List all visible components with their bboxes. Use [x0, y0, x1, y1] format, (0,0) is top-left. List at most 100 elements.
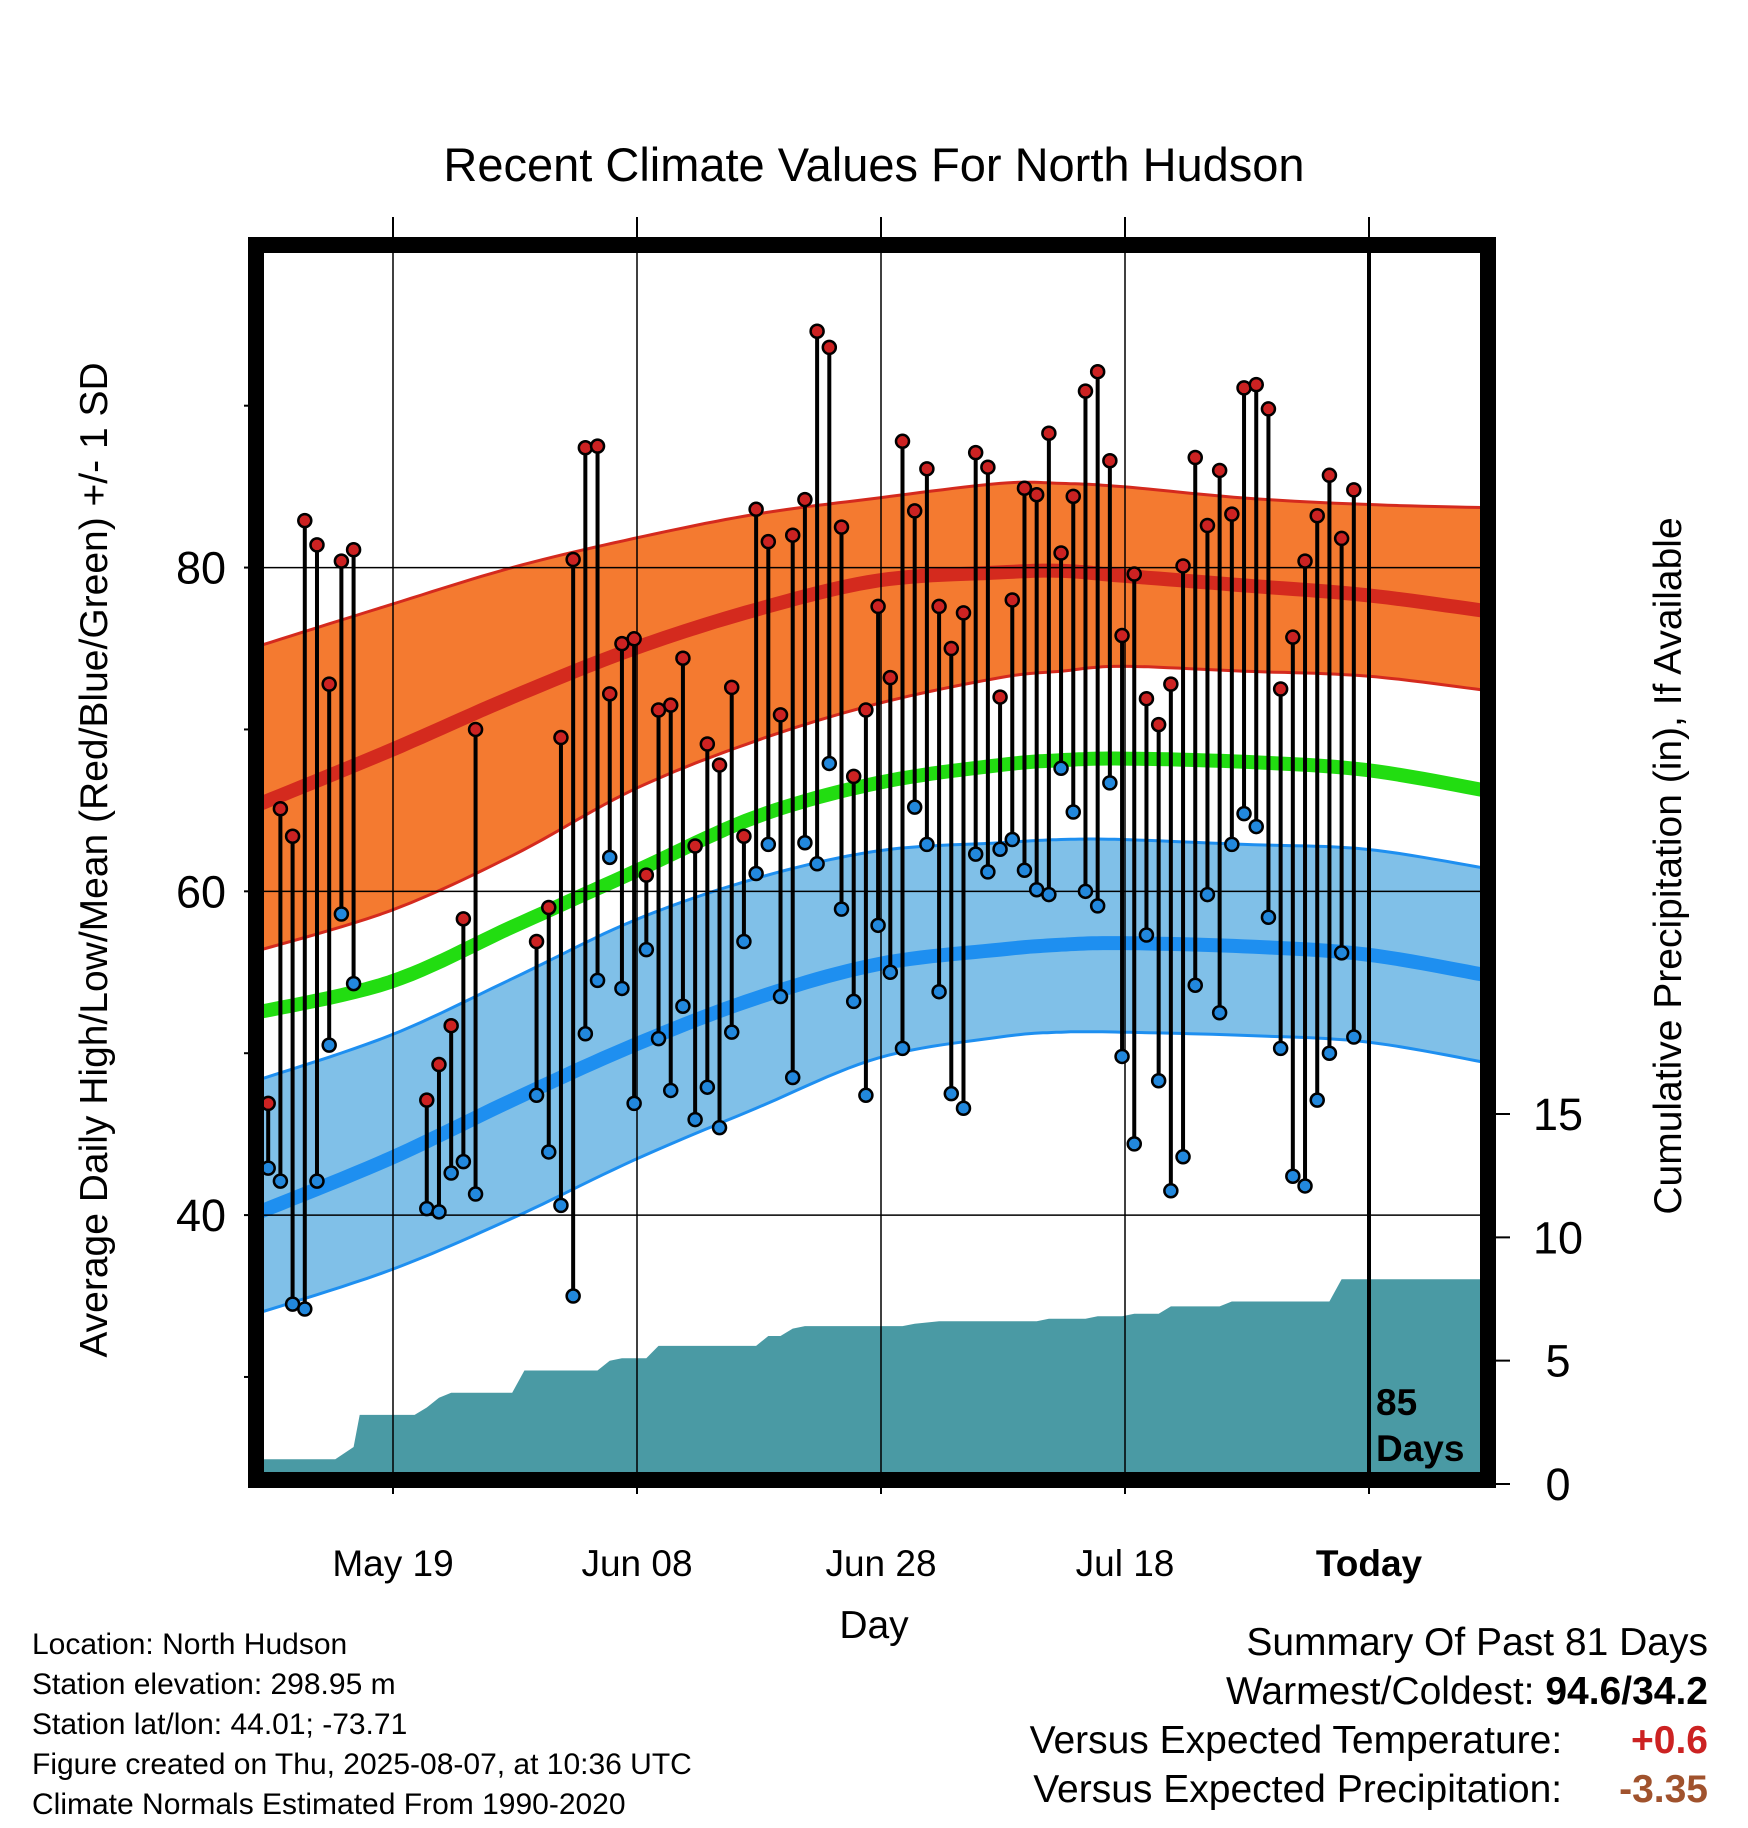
low-lower-line: [256, 1030, 1488, 1316]
temp-row: Versus Expected Temperature: +0.6: [1030, 1716, 1708, 1765]
observed-low-point: [943, 1085, 960, 1102]
observed-low-point: [736, 933, 752, 950]
precip-value: -3.35: [1619, 1768, 1708, 1811]
observed-low-point: [1016, 862, 1033, 879]
observed-low-point: [772, 988, 789, 1005]
observation-day: [894, 433, 911, 1057]
observation-day: [419, 1092, 435, 1217]
axes: 40 60 80 0 5 10 15 May 19 Jun 08 Jun 28 Jul 18 Toda…: [176, 217, 1583, 1584]
high-sd-band: [256, 482, 1488, 952]
observed-low-point: [1260, 909, 1277, 925]
observed-high-point: [723, 679, 740, 696]
observed-low-point: [455, 1153, 472, 1170]
observation-day: [699, 736, 716, 1095]
summary-title: Summary Of Past 81 Days: [1246, 1621, 1708, 1664]
observed-high-point: [833, 519, 850, 535]
observation-day: [1102, 452, 1118, 791]
observed-low-point: [601, 849, 618, 866]
x-tick-label: Jun 28: [825, 1543, 936, 1584]
observation-day: [467, 721, 484, 1202]
observed-low-point: [809, 856, 825, 872]
chart-title: Recent Climate Values For North Hudson: [443, 138, 1304, 191]
observation-day: [1248, 376, 1264, 835]
observed-low-point: [1248, 818, 1264, 835]
observation-day: [980, 459, 996, 880]
observed-high-point: [541, 899, 557, 916]
observed-low-point: [553, 1197, 569, 1214]
observation-day: [1028, 486, 1045, 898]
observed-high-point: [748, 501, 764, 518]
observation-day: [1346, 482, 1362, 1045]
observed-low-point: [650, 1030, 667, 1047]
observation-day: [272, 801, 289, 1189]
days-annotation-text: 85: [1376, 1382, 1417, 1423]
y-axis-label: Average Daily High/Low/Mean (Red/Blue/Gr…: [73, 362, 116, 1357]
observed-high-point: [467, 721, 484, 738]
y-tick-label: 60: [176, 866, 226, 917]
observation-day: [919, 461, 935, 853]
observed-high-point: [1150, 716, 1167, 733]
observed-low-point: [1138, 927, 1155, 943]
observed-high-point: [1285, 629, 1301, 645]
observations: [260, 323, 1362, 1317]
x-tick-label: Jul 18: [1076, 1543, 1175, 1584]
observation-day: [1236, 380, 1252, 822]
observed-high-point: [1224, 506, 1240, 522]
temp-label: Versus Expected Temperature:: [1029, 1719, 1563, 1762]
observation-day: [1285, 629, 1301, 1184]
observation-day: [1224, 506, 1240, 853]
observed-low-point: [528, 1087, 545, 1104]
observed-low-point: [1102, 775, 1118, 791]
observed-low-point: [748, 865, 764, 882]
observation-day: [431, 1056, 447, 1220]
observed-high-point: [760, 533, 777, 550]
observation-day: [260, 1095, 276, 1176]
observed-low-point: [699, 1079, 716, 1095]
x-tick-label: Jun 08: [581, 1543, 692, 1584]
observation-day: [1053, 545, 1069, 777]
observed-high-point: [1260, 401, 1277, 417]
observed-low-point: [1321, 1045, 1338, 1061]
warmest-coldest-row: Warmest/Coldest: 94.6/34.2: [1030, 1667, 1708, 1716]
observed-high-point: [309, 537, 325, 553]
observation-day: [662, 697, 679, 1099]
observed-low-point: [309, 1173, 325, 1189]
x-axis-label: Day: [839, 1604, 909, 1647]
observation-day: [541, 899, 557, 1160]
observed-high-point: [784, 527, 801, 543]
observation-day: [992, 689, 1008, 857]
low-upper-line: [256, 837, 1488, 1083]
observed-high-point: [638, 867, 655, 883]
y2-tick-label: 15: [1533, 1089, 1583, 1140]
observed-high-point: [1333, 530, 1350, 547]
observation-day: [1150, 716, 1167, 1089]
observed-high-point: [821, 339, 838, 356]
observed-high-point: [1309, 508, 1325, 524]
observed-high-point: [1126, 566, 1143, 582]
observed-high-point: [443, 1017, 459, 1034]
observed-low-point: [821, 755, 838, 772]
observation-day: [748, 501, 764, 882]
observed-high-point: [1065, 488, 1082, 505]
observed-low-point: [1333, 945, 1350, 961]
observed-high-point: [345, 542, 362, 558]
observation-day: [943, 640, 960, 1102]
observation-day: [687, 838, 703, 1128]
observation-day: [650, 702, 667, 1047]
observed-high-point: [284, 828, 301, 845]
observed-high-point: [1028, 486, 1045, 503]
observation-day: [1065, 488, 1082, 820]
observation-day: [309, 537, 325, 1189]
y-tick-label: 80: [176, 543, 226, 594]
observed-high-point: [1102, 452, 1118, 469]
observed-high-point: [736, 828, 752, 845]
observed-high-point: [858, 702, 874, 718]
y2-axis-label: Cumulative Precipitation (in), If Availa…: [1647, 517, 1690, 1214]
observed-low-point: [443, 1165, 459, 1181]
observed-high-point: [1089, 363, 1106, 380]
observed-low-point: [1053, 760, 1069, 777]
observed-low-point: [967, 846, 984, 862]
summary-panel: Summary Of Past 81 Days Warmest/Coldest:…: [1030, 1618, 1708, 1814]
observed-low-point: [297, 1301, 313, 1317]
